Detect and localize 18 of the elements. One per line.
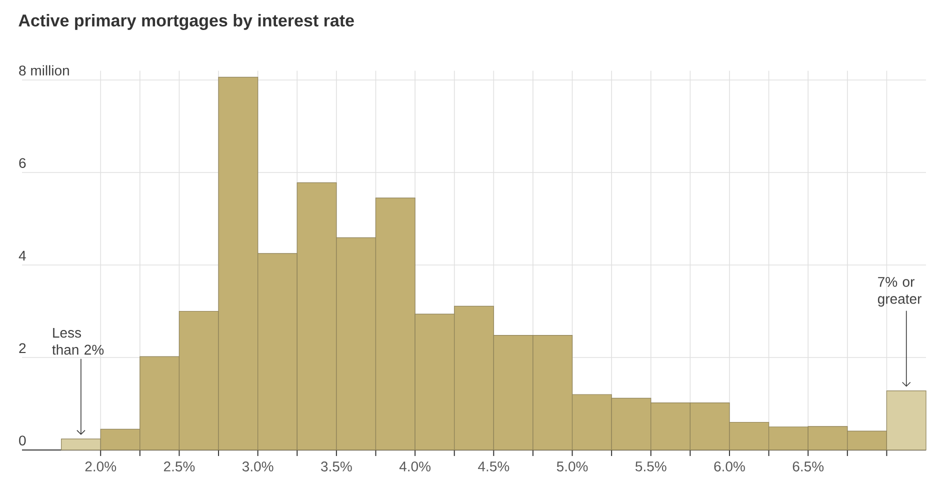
x-tick-label: 6.0% xyxy=(714,462,745,472)
x-tick-label: 2.5% xyxy=(164,462,195,472)
y-tick-label: 6 xyxy=(19,158,26,168)
chart-title: Active primary mortgages by interest rate xyxy=(18,14,354,30)
x-tick-label: 6.5% xyxy=(792,462,824,472)
annotation: Less than 2% xyxy=(52,328,104,355)
x-tick-label: 3.0% xyxy=(242,462,274,472)
x-tick-label: 3.5% xyxy=(321,462,352,472)
annotation: 7% or greater xyxy=(878,276,922,307)
x-tick-label: 2.0% xyxy=(85,462,116,472)
y-tick-label: 8 million xyxy=(19,65,69,76)
x-tick-label: 5.5% xyxy=(635,462,666,472)
y-tick-label: 2 xyxy=(19,343,26,353)
x-tick-label: 4.0% xyxy=(399,462,431,472)
x-tick-label: 4.5% xyxy=(478,462,510,472)
x-tick-label: 5.0% xyxy=(556,462,588,472)
y-tick-label: 4 xyxy=(18,250,26,260)
y-tick-label: 0 xyxy=(19,436,26,446)
